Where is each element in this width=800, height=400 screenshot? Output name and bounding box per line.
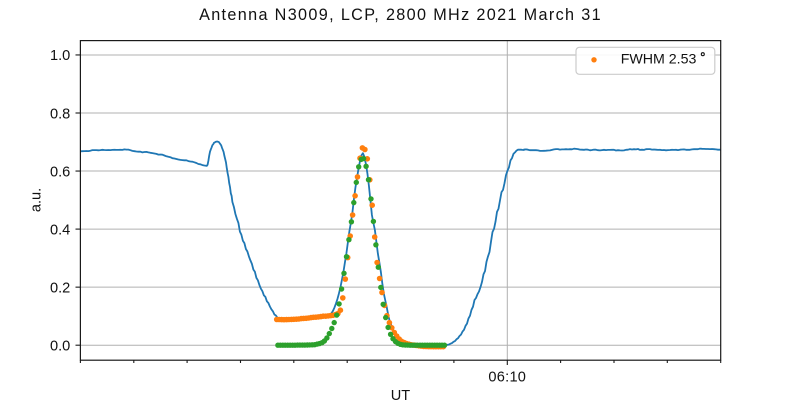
svg-text:0.4: 0.4 xyxy=(50,222,70,238)
svg-text:FWHM 2.53: FWHM 2.53 xyxy=(621,52,697,68)
svg-text:0.2: 0.2 xyxy=(50,280,70,296)
svg-text:Antenna N3009, LCP, 2800 MHz 2: Antenna N3009, LCP, 2800 MHz 2021 March … xyxy=(199,6,602,24)
svg-text:0.8: 0.8 xyxy=(50,106,70,122)
svg-text:0.0: 0.0 xyxy=(50,339,70,355)
svg-text:0.6: 0.6 xyxy=(50,164,70,180)
svg-text:a.u.: a.u. xyxy=(29,188,45,212)
svg-text:UT: UT xyxy=(391,388,411,400)
svg-text:06:10: 06:10 xyxy=(488,369,526,385)
svg-text:1.0: 1.0 xyxy=(50,48,70,64)
